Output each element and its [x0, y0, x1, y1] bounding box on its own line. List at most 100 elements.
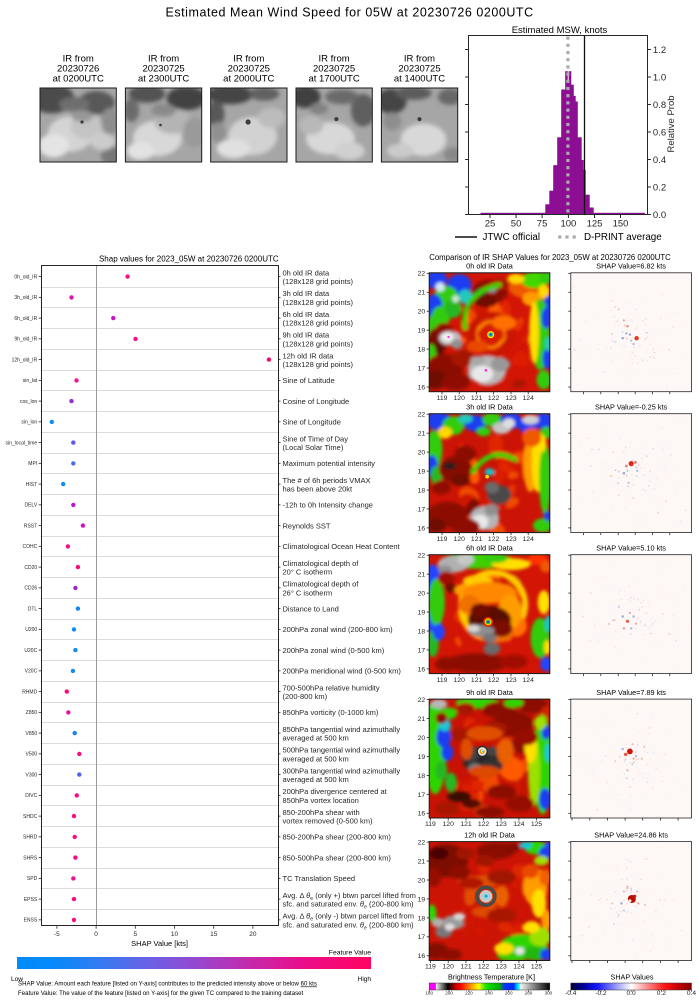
svg-text:Estimated Mean Wind Speed for: Estimated Mean Wind Speed for 05W at 202…	[165, 6, 533, 20]
svg-text:19: 19	[418, 610, 426, 617]
svg-text:The # of 6h periods VMAX: The # of 6h periods VMAX	[283, 476, 371, 485]
svg-text:EPSS: EPSS	[24, 897, 38, 903]
svg-text:3h old IR Data: 3h old IR Data	[466, 402, 514, 411]
svg-text:6h_old_IR: 6h_old_IR	[14, 316, 37, 322]
svg-text:-12h to 0h Intensity change: -12h to 0h Intensity change	[283, 501, 373, 510]
svg-text:119: 119	[437, 677, 448, 684]
svg-text:IR from: IR from	[148, 54, 179, 65]
svg-text:850hPa vortex location: 850hPa vortex location	[283, 796, 359, 805]
svg-text:CD26: CD26	[24, 586, 37, 592]
svg-text:Climatological Ocean Heat Cont: Climatological Ocean Heat Content	[283, 542, 401, 551]
svg-text:SHAP Values: SHAP Values	[611, 973, 654, 982]
svg-text:Low: Low	[11, 976, 23, 983]
svg-text:10: 10	[171, 931, 179, 938]
svg-text:123: 123	[505, 395, 517, 402]
svg-text:16: 16	[418, 953, 426, 960]
svg-text:20: 20	[418, 877, 426, 884]
svg-text:Feature Value: Feature Value	[329, 950, 371, 957]
svg-text:5: 5	[133, 931, 137, 938]
svg-text:21: 21	[418, 859, 426, 866]
svg-text:SHAP Value=-0.25 kts: SHAP Value=-0.25 kts	[595, 402, 667, 411]
svg-text:220: 220	[465, 991, 473, 996]
svg-text:COHC: COHC	[22, 544, 37, 550]
svg-text:averaged at 500 km: averaged at 500 km	[283, 775, 349, 784]
svg-text:0h old IR Data: 0h old IR Data	[466, 262, 514, 271]
svg-text:sfc. and saturated env. θe (20: sfc. and saturated env. θe (200-800 km)	[283, 900, 415, 911]
svg-text:V300: V300	[26, 772, 38, 778]
svg-text:Avg. Δ θe (only +) btwn parcel: Avg. Δ θe (only +) btwn parcel lifted fr…	[283, 891, 416, 902]
svg-text:ENSS: ENSS	[24, 918, 38, 924]
svg-text:20230725: 20230725	[142, 64, 184, 75]
svg-text:300: 300	[545, 991, 553, 996]
svg-text:(200-800 km): (200-800 km)	[283, 692, 328, 701]
svg-text:Climatological depth of: Climatological depth of	[283, 580, 360, 589]
svg-text:17: 17	[418, 506, 426, 513]
svg-text:120: 120	[454, 536, 466, 543]
svg-text:Cosine of Longitude: Cosine of Longitude	[283, 397, 350, 406]
svg-text:22: 22	[418, 271, 426, 278]
svg-text:Avg. Δ θe (only -) btwn parcel: Avg. Δ θe (only -) btwn parcel lifted fr…	[283, 912, 414, 923]
svg-text:18: 18	[418, 487, 426, 494]
svg-text:21: 21	[418, 572, 426, 579]
svg-text:16: 16	[418, 811, 426, 818]
svg-text:V20C: V20C	[25, 669, 38, 675]
svg-text:124: 124	[523, 395, 535, 402]
svg-text:DIVC: DIVC	[25, 793, 37, 799]
svg-text:122: 122	[478, 964, 490, 971]
svg-text:High: High	[358, 976, 372, 983]
svg-text:Reynolds SST: Reynolds SST	[283, 521, 331, 530]
svg-text:122: 122	[488, 395, 500, 402]
svg-text:20230725: 20230725	[313, 64, 355, 75]
svg-text:0.0: 0.0	[627, 990, 636, 997]
svg-text:0.2: 0.2	[653, 182, 666, 193]
svg-text:0.4: 0.4	[687, 990, 696, 997]
svg-text:U200: U200	[25, 627, 37, 633]
svg-text:125: 125	[531, 821, 543, 828]
svg-text:19: 19	[418, 328, 426, 335]
svg-text:21: 21	[418, 290, 426, 297]
svg-text:18: 18	[418, 915, 426, 922]
svg-text:119: 119	[437, 536, 448, 543]
svg-text:SHDC: SHDC	[23, 814, 38, 820]
svg-text:150: 150	[613, 219, 629, 230]
svg-text:12h old IR data: 12h old IR data	[283, 351, 335, 360]
svg-text:SHRS: SHRS	[23, 855, 38, 861]
svg-text:124: 124	[523, 677, 535, 684]
svg-text:IR from: IR from	[319, 54, 350, 65]
svg-text:at 2300UTC: at 2300UTC	[138, 74, 189, 85]
svg-text:200hPa zonal wind (200-800 km): 200hPa zonal wind (200-800 km)	[283, 625, 394, 634]
svg-text:300hPa tangential wind azimuth: 300hPa tangential wind azimuthally	[283, 766, 401, 775]
svg-text:20: 20	[418, 735, 426, 742]
svg-text:850hPa vorticity (0-1000 km): 850hPa vorticity (0-1000 km)	[283, 708, 379, 717]
svg-text:MPI: MPI	[28, 461, 37, 467]
svg-text:IR from: IR from	[233, 54, 264, 65]
svg-text:120: 120	[443, 964, 455, 971]
svg-text:25: 25	[485, 219, 496, 230]
svg-text:DTL: DTL	[28, 606, 38, 612]
svg-text:-0.4: -0.4	[565, 990, 577, 997]
svg-text:at 1700UTC: at 1700UTC	[308, 74, 359, 85]
svg-text:20: 20	[418, 450, 426, 457]
svg-text:averaged at 500 km: averaged at 500 km	[283, 734, 349, 743]
svg-text:125: 125	[531, 964, 543, 971]
svg-text:18: 18	[418, 628, 426, 635]
svg-text:124: 124	[513, 964, 525, 971]
svg-text:21: 21	[418, 716, 426, 723]
svg-text:121: 121	[471, 677, 483, 684]
svg-text:TC Translation Speed: TC Translation Speed	[283, 874, 356, 883]
svg-text:0.4: 0.4	[653, 155, 666, 166]
svg-text:(128x128 grid points): (128x128 grid points)	[283, 277, 354, 286]
svg-text:3h old IR data: 3h old IR data	[283, 289, 331, 298]
svg-text:121: 121	[471, 536, 483, 543]
svg-text:Distance to Land: Distance to Land	[283, 604, 339, 613]
svg-text:20° C isotherm: 20° C isotherm	[283, 568, 333, 577]
svg-text:120: 120	[443, 821, 455, 828]
svg-text:123: 123	[505, 677, 517, 684]
svg-text:9h old IR Data: 9h old IR Data	[466, 688, 514, 697]
svg-text:SPD: SPD	[27, 876, 38, 882]
svg-text:240: 240	[485, 991, 493, 996]
svg-text:-0.2: -0.2	[595, 990, 607, 997]
svg-text:sin_lon: sin_lon	[21, 420, 37, 426]
svg-text:IR from: IR from	[63, 54, 94, 65]
svg-text:75: 75	[537, 219, 548, 230]
